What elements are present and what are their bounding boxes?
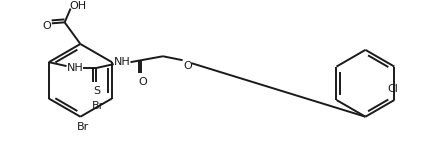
Text: O: O <box>43 21 51 31</box>
Text: NH: NH <box>114 57 131 67</box>
Text: O: O <box>183 61 191 71</box>
Text: Br: Br <box>92 101 104 111</box>
Text: NH: NH <box>67 63 84 73</box>
Text: O: O <box>138 77 146 87</box>
Text: S: S <box>93 86 100 96</box>
Text: OH: OH <box>70 1 87 11</box>
Text: Br: Br <box>77 122 89 132</box>
Text: Cl: Cl <box>386 84 397 94</box>
